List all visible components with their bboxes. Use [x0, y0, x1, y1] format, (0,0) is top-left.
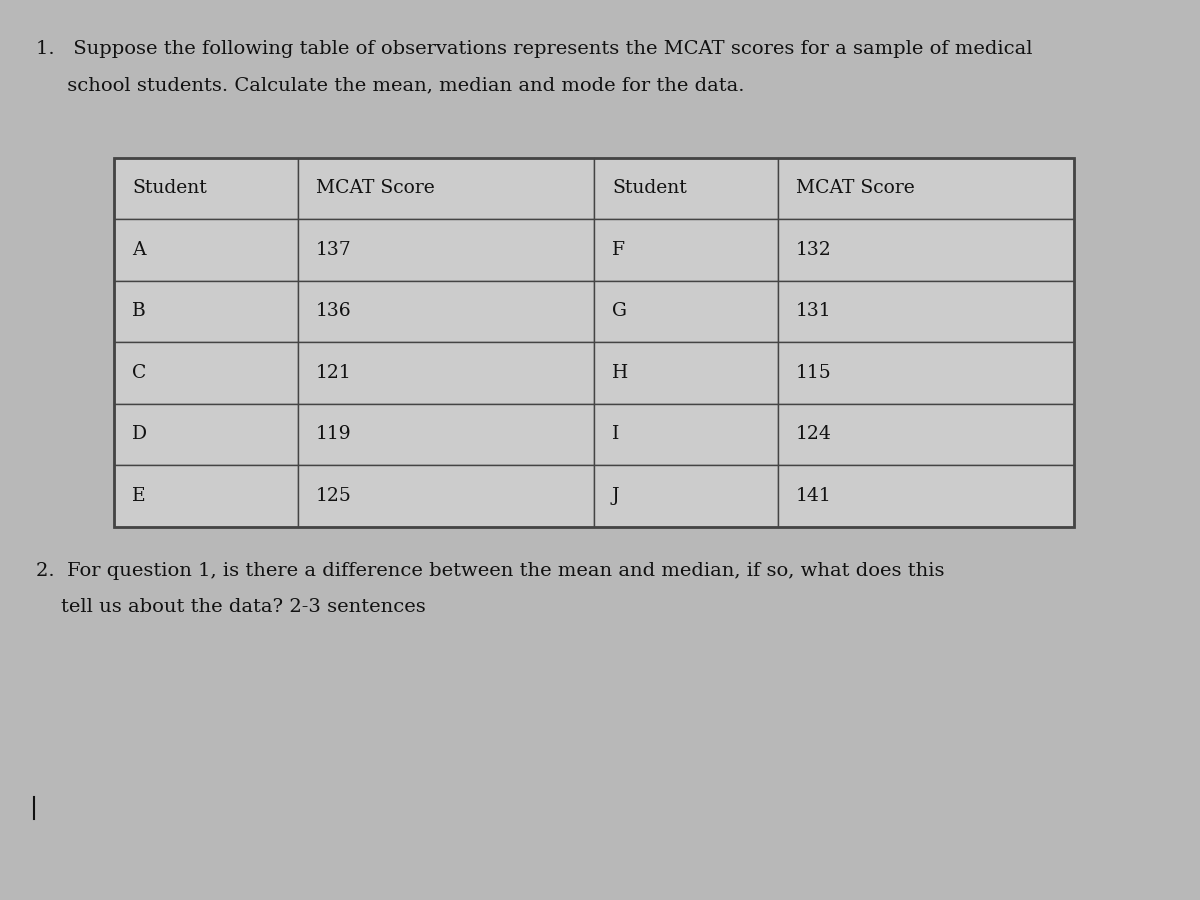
Bar: [114, 158, 1074, 526]
Text: 125: 125: [317, 487, 352, 505]
Text: 136: 136: [317, 302, 352, 320]
Text: 131: 131: [797, 302, 832, 320]
Bar: [299, 465, 594, 526]
Bar: [114, 219, 299, 281]
Text: I: I: [612, 426, 619, 444]
Text: Student: Student: [132, 179, 206, 197]
Text: 124: 124: [797, 426, 832, 444]
Bar: [779, 465, 1074, 526]
Bar: [779, 281, 1074, 342]
Bar: [114, 403, 299, 465]
Text: 121: 121: [317, 364, 352, 382]
Bar: [299, 219, 594, 281]
Text: G: G: [612, 302, 628, 320]
Bar: [779, 158, 1074, 219]
Text: 137: 137: [317, 241, 352, 259]
Bar: [299, 342, 594, 403]
Bar: [114, 342, 299, 403]
Bar: [594, 219, 779, 281]
Text: D: D: [132, 426, 148, 444]
Text: 132: 132: [797, 241, 832, 259]
Text: 119: 119: [317, 426, 352, 444]
Bar: [299, 158, 594, 219]
Bar: [594, 342, 779, 403]
Text: A: A: [132, 241, 145, 259]
Text: E: E: [132, 487, 145, 505]
Bar: [594, 158, 779, 219]
Bar: [779, 403, 1074, 465]
Bar: [594, 403, 779, 465]
Bar: [779, 342, 1074, 403]
Text: school students. Calculate the mean, median and mode for the data.: school students. Calculate the mean, med…: [36, 76, 744, 94]
Bar: [114, 465, 299, 526]
Text: Student: Student: [612, 179, 686, 197]
Text: 141: 141: [797, 487, 832, 505]
Bar: [114, 158, 299, 219]
Text: 115: 115: [797, 364, 832, 382]
Text: MCAT Score: MCAT Score: [797, 179, 914, 197]
Text: tell us about the data? 2-3 sentences: tell us about the data? 2-3 sentences: [36, 598, 426, 616]
Text: 2.  For question 1, is there a difference between the mean and median, if so, wh: 2. For question 1, is there a difference…: [36, 562, 944, 580]
Bar: [114, 281, 299, 342]
Text: MCAT Score: MCAT Score: [317, 179, 434, 197]
Text: F: F: [612, 241, 625, 259]
Bar: [779, 219, 1074, 281]
Bar: [299, 403, 594, 465]
Text: C: C: [132, 364, 146, 382]
Text: H: H: [612, 364, 629, 382]
Bar: [594, 465, 779, 526]
Bar: [594, 281, 779, 342]
Text: 1.   Suppose the following table of observations represents the MCAT scores for : 1. Suppose the following table of observ…: [36, 40, 1032, 58]
Bar: [299, 281, 594, 342]
Text: B: B: [132, 302, 145, 320]
Text: J: J: [612, 487, 619, 505]
